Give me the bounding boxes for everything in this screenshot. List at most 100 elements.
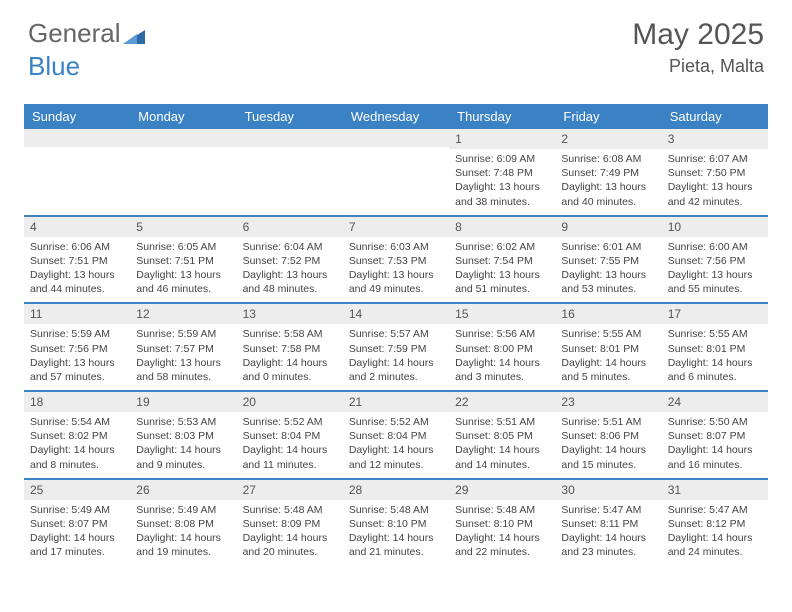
- calendar: Sunday Monday Tuesday Wednesday Thursday…: [24, 104, 768, 565]
- calendar-cell: 10Sunrise: 6:00 AMSunset: 7:56 PMDayligh…: [662, 217, 768, 303]
- day-number: 17: [662, 304, 768, 324]
- day-details: Sunrise: 5:48 AMSunset: 8:10 PMDaylight:…: [343, 500, 449, 566]
- day-number: [237, 129, 343, 147]
- day-number: 2: [555, 129, 661, 149]
- day-number: 23: [555, 392, 661, 412]
- calendar-cell: 15Sunrise: 5:56 AMSunset: 8:00 PMDayligh…: [449, 304, 555, 390]
- day-details: Sunrise: 5:50 AMSunset: 8:07 PMDaylight:…: [662, 412, 768, 478]
- calendar-cell: [130, 129, 236, 215]
- day-number: 28: [343, 480, 449, 500]
- calendar-cell: 23Sunrise: 5:51 AMSunset: 8:06 PMDayligh…: [555, 392, 661, 478]
- calendar-cell: 19Sunrise: 5:53 AMSunset: 8:03 PMDayligh…: [130, 392, 236, 478]
- calendar-week: 18Sunrise: 5:54 AMSunset: 8:02 PMDayligh…: [24, 390, 768, 478]
- day-details: Sunrise: 6:00 AMSunset: 7:56 PMDaylight:…: [662, 237, 768, 303]
- calendar-cell: 31Sunrise: 5:47 AMSunset: 8:12 PMDayligh…: [662, 480, 768, 566]
- day-number: 29: [449, 480, 555, 500]
- day-header: Tuesday: [237, 104, 343, 129]
- calendar-cell: 27Sunrise: 5:48 AMSunset: 8:09 PMDayligh…: [237, 480, 343, 566]
- day-details: Sunrise: 6:02 AMSunset: 7:54 PMDaylight:…: [449, 237, 555, 303]
- day-number: 9: [555, 217, 661, 237]
- logo-text-2: Blue: [28, 51, 80, 81]
- day-number: 12: [130, 304, 236, 324]
- day-number: 1: [449, 129, 555, 149]
- calendar-cell: 13Sunrise: 5:58 AMSunset: 7:58 PMDayligh…: [237, 304, 343, 390]
- day-details: Sunrise: 5:55 AMSunset: 8:01 PMDaylight:…: [662, 324, 768, 390]
- day-details: Sunrise: 6:06 AMSunset: 7:51 PMDaylight:…: [24, 237, 130, 303]
- day-header-row: Sunday Monday Tuesday Wednesday Thursday…: [24, 104, 768, 129]
- day-number: 31: [662, 480, 768, 500]
- day-details: Sunrise: 5:58 AMSunset: 7:58 PMDaylight:…: [237, 324, 343, 390]
- day-header: Friday: [555, 104, 661, 129]
- day-header: Saturday: [662, 104, 768, 129]
- day-details: Sunrise: 6:05 AMSunset: 7:51 PMDaylight:…: [130, 237, 236, 303]
- calendar-cell: 20Sunrise: 5:52 AMSunset: 8:04 PMDayligh…: [237, 392, 343, 478]
- calendar-cell: 2Sunrise: 6:08 AMSunset: 7:49 PMDaylight…: [555, 129, 661, 215]
- day-details: Sunrise: 5:47 AMSunset: 8:11 PMDaylight:…: [555, 500, 661, 566]
- day-details: Sunrise: 5:49 AMSunset: 8:08 PMDaylight:…: [130, 500, 236, 566]
- day-details: Sunrise: 5:52 AMSunset: 8:04 PMDaylight:…: [237, 412, 343, 478]
- day-number: 3: [662, 129, 768, 149]
- calendar-week: 11Sunrise: 5:59 AMSunset: 7:56 PMDayligh…: [24, 302, 768, 390]
- day-number: 7: [343, 217, 449, 237]
- calendar-cell: [24, 129, 130, 215]
- day-details: Sunrise: 5:55 AMSunset: 8:01 PMDaylight:…: [555, 324, 661, 390]
- day-header: Wednesday: [343, 104, 449, 129]
- day-number: [343, 129, 449, 147]
- calendar-cell: [343, 129, 449, 215]
- day-details: Sunrise: 6:08 AMSunset: 7:49 PMDaylight:…: [555, 149, 661, 215]
- day-header: Thursday: [449, 104, 555, 129]
- day-details: Sunrise: 6:04 AMSunset: 7:52 PMDaylight:…: [237, 237, 343, 303]
- day-number: 6: [237, 217, 343, 237]
- day-details: [237, 147, 343, 205]
- day-number: 5: [130, 217, 236, 237]
- calendar-cell: 11Sunrise: 5:59 AMSunset: 7:56 PMDayligh…: [24, 304, 130, 390]
- calendar-cell: [237, 129, 343, 215]
- day-details: Sunrise: 6:09 AMSunset: 7:48 PMDaylight:…: [449, 149, 555, 215]
- calendar-cell: 4Sunrise: 6:06 AMSunset: 7:51 PMDaylight…: [24, 217, 130, 303]
- day-details: [130, 147, 236, 205]
- calendar-week: 4Sunrise: 6:06 AMSunset: 7:51 PMDaylight…: [24, 215, 768, 303]
- calendar-cell: 26Sunrise: 5:49 AMSunset: 8:08 PMDayligh…: [130, 480, 236, 566]
- day-details: Sunrise: 5:48 AMSunset: 8:09 PMDaylight:…: [237, 500, 343, 566]
- day-number: 18: [24, 392, 130, 412]
- day-details: Sunrise: 5:51 AMSunset: 8:05 PMDaylight:…: [449, 412, 555, 478]
- logo: General Blue: [28, 18, 145, 82]
- logo-triangle-icon: [123, 20, 145, 51]
- day-number: 13: [237, 304, 343, 324]
- calendar-cell: 12Sunrise: 5:59 AMSunset: 7:57 PMDayligh…: [130, 304, 236, 390]
- day-details: Sunrise: 5:54 AMSunset: 8:02 PMDaylight:…: [24, 412, 130, 478]
- location: Pieta, Malta: [632, 56, 764, 77]
- header-right: May 2025 Pieta, Malta: [632, 18, 764, 77]
- day-number: 30: [555, 480, 661, 500]
- day-number: 21: [343, 392, 449, 412]
- calendar-cell: 29Sunrise: 5:48 AMSunset: 8:10 PMDayligh…: [449, 480, 555, 566]
- day-details: Sunrise: 5:56 AMSunset: 8:00 PMDaylight:…: [449, 324, 555, 390]
- day-number: 11: [24, 304, 130, 324]
- calendar-cell: 28Sunrise: 5:48 AMSunset: 8:10 PMDayligh…: [343, 480, 449, 566]
- day-details: Sunrise: 5:59 AMSunset: 7:57 PMDaylight:…: [130, 324, 236, 390]
- day-number: 20: [237, 392, 343, 412]
- month-title: May 2025: [632, 18, 764, 52]
- calendar-cell: 16Sunrise: 5:55 AMSunset: 8:01 PMDayligh…: [555, 304, 661, 390]
- day-details: Sunrise: 5:48 AMSunset: 8:10 PMDaylight:…: [449, 500, 555, 566]
- day-details: Sunrise: 6:07 AMSunset: 7:50 PMDaylight:…: [662, 149, 768, 215]
- day-number: 10: [662, 217, 768, 237]
- calendar-cell: 24Sunrise: 5:50 AMSunset: 8:07 PMDayligh…: [662, 392, 768, 478]
- day-number: 19: [130, 392, 236, 412]
- calendar-cell: 25Sunrise: 5:49 AMSunset: 8:07 PMDayligh…: [24, 480, 130, 566]
- calendar-cell: 3Sunrise: 6:07 AMSunset: 7:50 PMDaylight…: [662, 129, 768, 215]
- day-number: 27: [237, 480, 343, 500]
- calendar-cell: 14Sunrise: 5:57 AMSunset: 7:59 PMDayligh…: [343, 304, 449, 390]
- day-details: [343, 147, 449, 205]
- logo-text-1: General: [28, 18, 121, 48]
- calendar-cell: 1Sunrise: 6:09 AMSunset: 7:48 PMDaylight…: [449, 129, 555, 215]
- day-number: 14: [343, 304, 449, 324]
- day-number: 4: [24, 217, 130, 237]
- calendar-cell: 22Sunrise: 5:51 AMSunset: 8:05 PMDayligh…: [449, 392, 555, 478]
- day-details: Sunrise: 6:03 AMSunset: 7:53 PMDaylight:…: [343, 237, 449, 303]
- day-number: 15: [449, 304, 555, 324]
- calendar-cell: 5Sunrise: 6:05 AMSunset: 7:51 PMDaylight…: [130, 217, 236, 303]
- day-details: Sunrise: 5:49 AMSunset: 8:07 PMDaylight:…: [24, 500, 130, 566]
- day-number: 16: [555, 304, 661, 324]
- calendar-week: 1Sunrise: 6:09 AMSunset: 7:48 PMDaylight…: [24, 129, 768, 215]
